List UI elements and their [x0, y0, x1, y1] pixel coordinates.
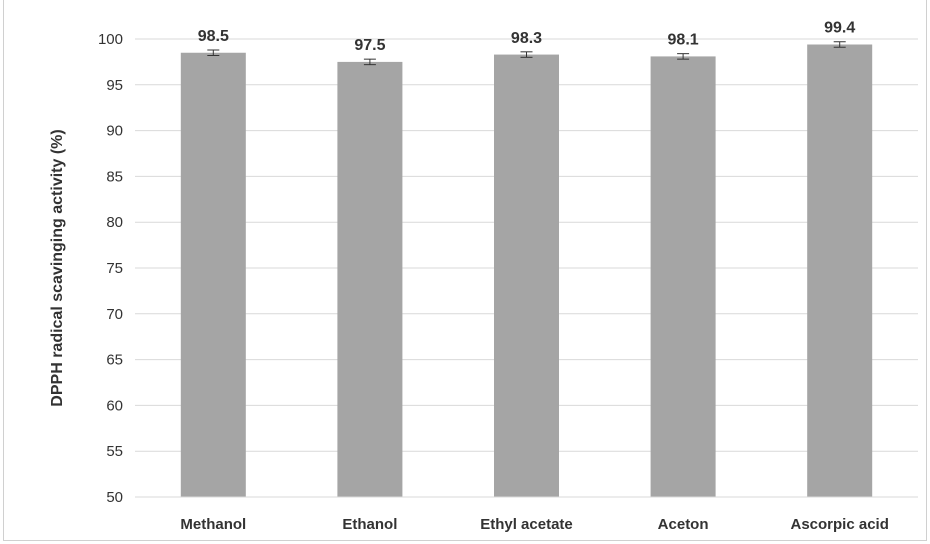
- data-label: 98.1: [668, 32, 699, 49]
- y-tick-label: 70: [106, 306, 123, 323]
- y-tick-label: 90: [106, 123, 123, 140]
- y-tick-label: 95: [106, 77, 123, 94]
- y-tick-label: 85: [106, 168, 123, 185]
- x-tick-label: Ethyl acetate: [480, 516, 573, 533]
- bar: [337, 61, 403, 498]
- data-label: 98.3: [511, 30, 542, 47]
- y-axis-ticks: 50 55 60 65 70 75 80 85 90 95 100: [98, 31, 123, 506]
- bar: [180, 52, 246, 498]
- x-tick-label: Ascorpic acid: [791, 516, 889, 533]
- bar: [494, 54, 559, 498]
- data-label: 98.5: [198, 28, 229, 45]
- y-axis-title: DPPH radical scavinging activity (%): [49, 129, 66, 406]
- chart-frame: [3, 0, 927, 541]
- y-tick-label: 60: [106, 397, 123, 414]
- data-label: 99.4: [824, 20, 855, 37]
- data-label: 97.5: [354, 37, 385, 54]
- y-tick-label: 80: [106, 214, 123, 231]
- bar: [807, 44, 873, 497]
- y-tick-label: 55: [106, 443, 123, 460]
- bars: [180, 44, 873, 498]
- y-tick-label: 75: [106, 260, 123, 277]
- x-axis-ticks: Methanol Ethanol Ethyl acetate Aceton Ascorp…: [180, 516, 889, 533]
- error-bars: [207, 41, 846, 66]
- x-tick-label: Aceton: [658, 516, 709, 533]
- data-labels: 98.5 97.5 98.3 98.1 99.4: [198, 20, 856, 54]
- y-tick-label: 65: [106, 352, 123, 369]
- y-tick-label: 100: [98, 31, 123, 48]
- bar: [650, 56, 716, 498]
- x-tick-label: Methanol: [180, 516, 246, 533]
- x-tick-label: Ethanol: [342, 516, 397, 533]
- y-tick-label: 50: [106, 489, 123, 506]
